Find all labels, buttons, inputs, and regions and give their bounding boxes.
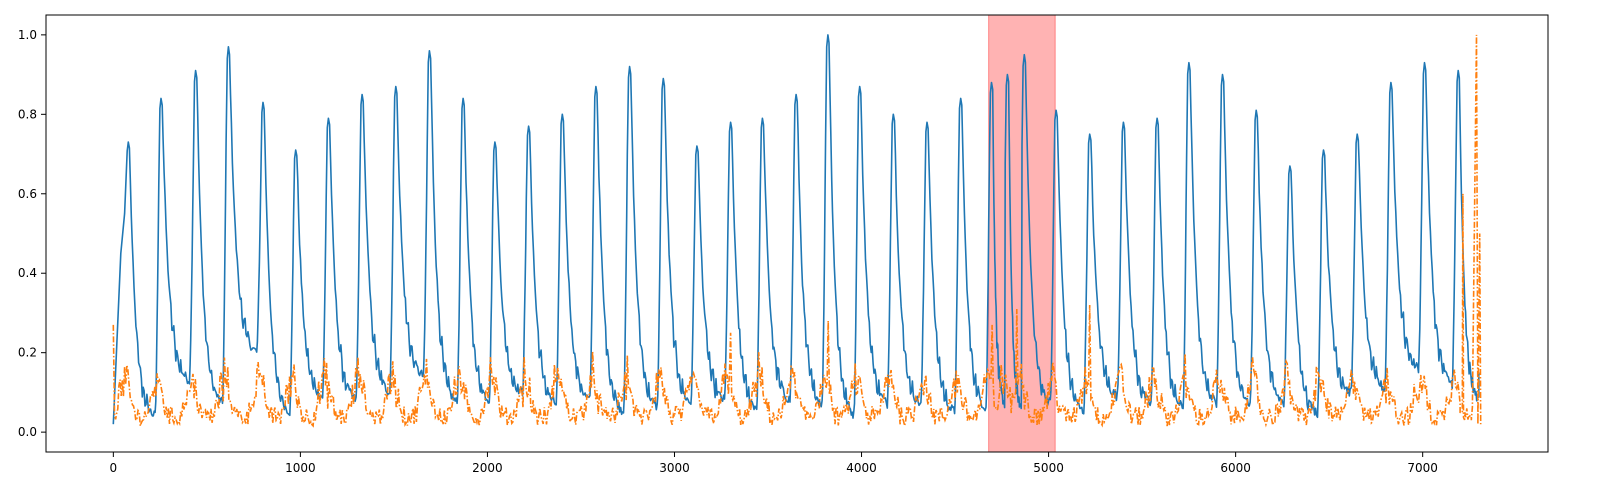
y-tick-label: 0.4 xyxy=(18,266,37,280)
x-tick-label: 6000 xyxy=(1220,461,1251,475)
y-tick-label: 0.2 xyxy=(18,346,37,360)
plot-frame xyxy=(45,14,1549,453)
x-tick-label: 1000 xyxy=(285,461,316,475)
x-tick-label: 4000 xyxy=(846,461,877,475)
series-line-orange-dashdot xyxy=(112,34,1482,428)
y-tick-label: 0.8 xyxy=(18,107,37,121)
x-tick-label: 7000 xyxy=(1407,461,1438,475)
y-tick-label: 0.0 xyxy=(18,425,37,439)
x-tick-label: 2000 xyxy=(472,461,503,475)
x-tick-label: 0 xyxy=(110,461,118,475)
y-tick-label: 0.6 xyxy=(18,187,37,201)
y-tick-label: 1.0 xyxy=(18,28,37,42)
x-tick-label: 5000 xyxy=(1033,461,1064,475)
x-tick-label: 3000 xyxy=(659,461,690,475)
series-line-blue xyxy=(112,34,1480,425)
